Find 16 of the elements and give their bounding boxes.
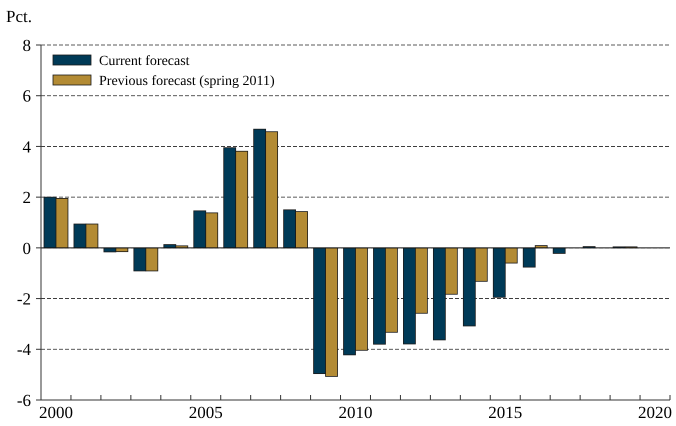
- y-tick-label: 0: [22, 238, 31, 258]
- x-tick-label: 2005: [188, 403, 223, 422]
- x-tick-label: 2015: [488, 403, 522, 422]
- x-tick-label: 2000: [38, 403, 73, 422]
- y-tick-label: -4: [16, 340, 32, 360]
- y-tick-label: 6: [22, 86, 31, 106]
- y-tick-label: -2: [16, 290, 31, 309]
- y-tick-label: 2: [22, 188, 31, 208]
- legend-label: Previous forecast (spring 2011): [99, 74, 275, 89]
- y-tick-label: 8: [22, 36, 31, 55]
- x-tick-label: 2020: [638, 403, 672, 422]
- legend-label: Current forecast: [99, 54, 190, 69]
- x-tick-label: 2010: [338, 403, 372, 422]
- y-tick-label: 4: [22, 137, 32, 156]
- y-axis-title: Pct.: [6, 7, 32, 26]
- y-tick-label: -6: [16, 390, 31, 410]
